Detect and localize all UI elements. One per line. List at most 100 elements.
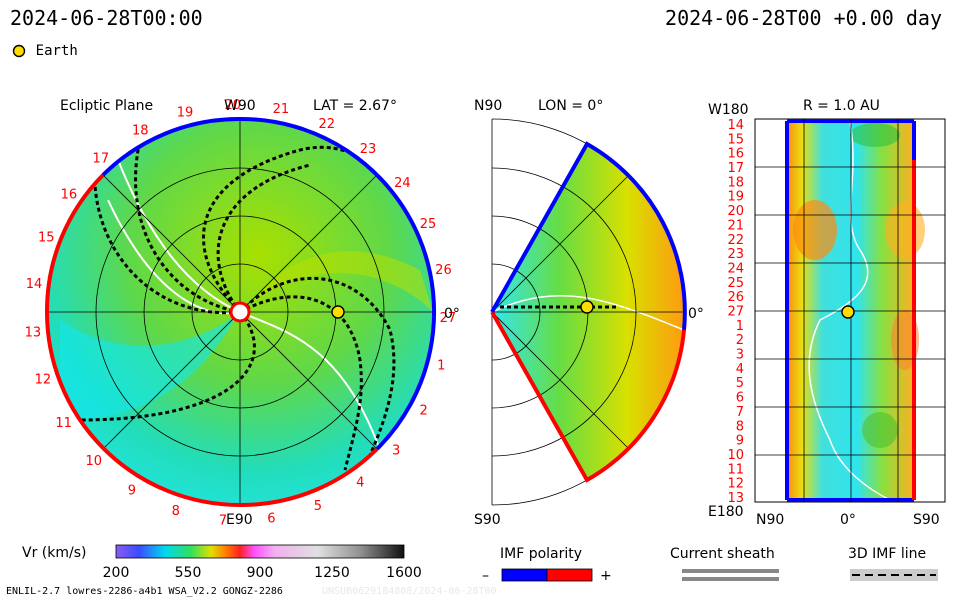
radial-r-label: R = 1.0 AU bbox=[803, 98, 880, 114]
earth-legend-label: Earth bbox=[35, 43, 78, 59]
ecliptic-rotation-label: 9 bbox=[128, 484, 136, 499]
radial-rotation-label: 1 bbox=[736, 319, 744, 334]
earth-marker-ecliptic bbox=[331, 305, 345, 319]
sheath-swatch-1 bbox=[682, 569, 779, 573]
radial-top-left: W180 bbox=[708, 102, 749, 118]
radial-bottom-zero: 0° bbox=[840, 512, 856, 528]
colorbar-tick-label: 1600 bbox=[386, 565, 422, 581]
colorbar-tick-label: 900 bbox=[247, 565, 274, 581]
ecliptic-rotation-label: 16 bbox=[61, 188, 78, 203]
meridional-panel: N90 LON = 0° 0° S90 bbox=[474, 98, 704, 528]
radial-rotation-label: 11 bbox=[727, 462, 744, 477]
radial-rotation-label: 18 bbox=[727, 175, 744, 190]
radial-rotation-label: 20 bbox=[727, 204, 744, 219]
radial-rotation-label: 4 bbox=[736, 362, 744, 377]
radial-rotation-label: 6 bbox=[736, 391, 744, 406]
ecliptic-rotation-label: 7 bbox=[219, 513, 227, 528]
radial-rotation-label: 23 bbox=[727, 247, 744, 262]
rim-positive bbox=[44, 173, 379, 508]
colorbar-ticks: 200 550 900 1250 1600 bbox=[103, 565, 422, 581]
earth-legend: Earth bbox=[12, 40, 78, 59]
ecliptic-rotation-label: 19 bbox=[177, 105, 194, 120]
ecliptic-rotation-label: 11 bbox=[55, 416, 72, 431]
radial-bottom-s90: S90 bbox=[913, 512, 940, 528]
ecliptic-rotation-label: 14 bbox=[26, 277, 43, 292]
ecliptic-rotation-label: 13 bbox=[25, 325, 42, 340]
ecliptic-bottom-label: E90 bbox=[226, 512, 253, 528]
ecliptic-rotation-label: 23 bbox=[360, 142, 377, 157]
radial-rotation-label: 14 bbox=[727, 118, 744, 133]
radial-rotation-label: 25 bbox=[727, 276, 744, 291]
current-sheath-legend: Current sheath bbox=[670, 546, 779, 581]
colorbar-tick-label: 550 bbox=[175, 565, 202, 581]
ecliptic-title: Ecliptic Plane bbox=[60, 98, 153, 114]
rim-negative bbox=[239, 116, 437, 451]
footer-left: ENLIL-2.7 lowres-2286-a4b1 WSA_V2.2 GONG… bbox=[6, 586, 283, 597]
meridional-field-line bbox=[491, 295, 685, 331]
radial-rotation-label: 7 bbox=[736, 405, 744, 420]
radial-rotation-label: 17 bbox=[727, 161, 744, 176]
radial-rotation-label: 15 bbox=[727, 132, 744, 147]
radial-rotation-label: 10 bbox=[727, 448, 744, 463]
colorbar-gradient bbox=[115, 544, 405, 559]
meridional-right-label: 0° bbox=[688, 306, 704, 322]
meridional-top-label: N90 bbox=[474, 98, 502, 114]
meridional-bottom-label: S90 bbox=[474, 512, 501, 528]
ecliptic-rotation-label: 1 bbox=[437, 359, 445, 374]
ecliptic-structures bbox=[60, 139, 433, 471]
radial-rotation-label: 16 bbox=[727, 147, 744, 162]
ecliptic-rotation-label: 8 bbox=[172, 504, 180, 519]
radial-bottom-n90: N90 bbox=[756, 512, 784, 528]
radial-rotation-label: 13 bbox=[727, 491, 744, 506]
ecliptic-rotation-label: 5 bbox=[314, 499, 322, 514]
radial-rotation-label: 2 bbox=[736, 333, 744, 348]
imf-negative-swatch bbox=[501, 568, 548, 582]
radial-rotation-numbers: 1415161718192021222324252627123456789101… bbox=[727, 118, 744, 506]
radial-rotation-label: 21 bbox=[727, 218, 744, 233]
ecliptic-rotation-label: 26 bbox=[435, 263, 452, 278]
rim-negative-2 bbox=[101, 116, 241, 177]
ecliptic-rotation-label: 18 bbox=[132, 123, 149, 138]
radial-rotation-label: 5 bbox=[736, 376, 744, 391]
footer-right: UNSUB0629184808/2024-06-28T00 bbox=[322, 586, 497, 597]
ecliptic-rotation-label: 21 bbox=[273, 102, 290, 117]
meridional-rim-positive bbox=[490, 311, 686, 483]
imf-minus: – bbox=[482, 568, 489, 584]
imf-polarity-label: IMF polarity bbox=[500, 546, 582, 562]
ecliptic-rotation-label: 25 bbox=[420, 217, 437, 232]
ecliptic-rotation-label: 6 bbox=[267, 512, 275, 527]
ecliptic-rotation-label: 10 bbox=[86, 454, 103, 469]
ecliptic-rotation-label: 22 bbox=[319, 117, 336, 132]
ecliptic-rotation-numbers: 20 21222324252627123456789101112131415161… bbox=[25, 98, 457, 528]
sheath-swatch-2 bbox=[682, 577, 779, 581]
imf-line-label: 3D IMF line bbox=[848, 546, 926, 562]
radial-rotation-label: 12 bbox=[727, 477, 744, 492]
imf-positive-swatch bbox=[546, 568, 593, 582]
imf-plus: + bbox=[600, 568, 612, 584]
radial-rotation-label: 26 bbox=[727, 290, 744, 305]
earth-marker-meridional bbox=[580, 300, 594, 314]
ecliptic-rotation-label: 20 bbox=[224, 98, 241, 113]
colorbar-tick-label: 200 bbox=[103, 565, 130, 581]
right-timestamp: 2024-06-28T00 +0.00 day bbox=[665, 6, 942, 30]
radial-panel: 1415161718192021222324252627123456789101… bbox=[708, 98, 946, 528]
ecliptic-right-label: 0° bbox=[444, 306, 460, 322]
radial-rotation-label: 22 bbox=[727, 233, 744, 248]
colorbar: 200 550 900 1250 1600 bbox=[103, 544, 422, 581]
sun-marker bbox=[229, 301, 251, 323]
ecliptic-rotation-label: 4 bbox=[356, 476, 364, 491]
meridional-lon-label: LON = 0° bbox=[538, 98, 603, 114]
ecliptic-panel: 20 21222324252627123456789101112131415161… bbox=[25, 98, 460, 528]
meridional-grid bbox=[491, 118, 686, 506]
ecliptic-top-label: W90 bbox=[224, 98, 256, 114]
radial-rotation-label: 24 bbox=[727, 261, 744, 276]
radial-rotation-label: 9 bbox=[736, 434, 744, 449]
ecliptic-rotation-label: 24 bbox=[394, 176, 411, 191]
earth-marker-radial bbox=[841, 305, 855, 319]
radial-rotation-label: 3 bbox=[736, 348, 744, 363]
radial-rotation-label: 8 bbox=[736, 419, 744, 434]
colorbar-tick-label: 1250 bbox=[314, 565, 350, 581]
ecliptic-rotation-label: 12 bbox=[35, 373, 52, 388]
ecliptic-lat-label: LAT = 2.67° bbox=[313, 98, 397, 114]
